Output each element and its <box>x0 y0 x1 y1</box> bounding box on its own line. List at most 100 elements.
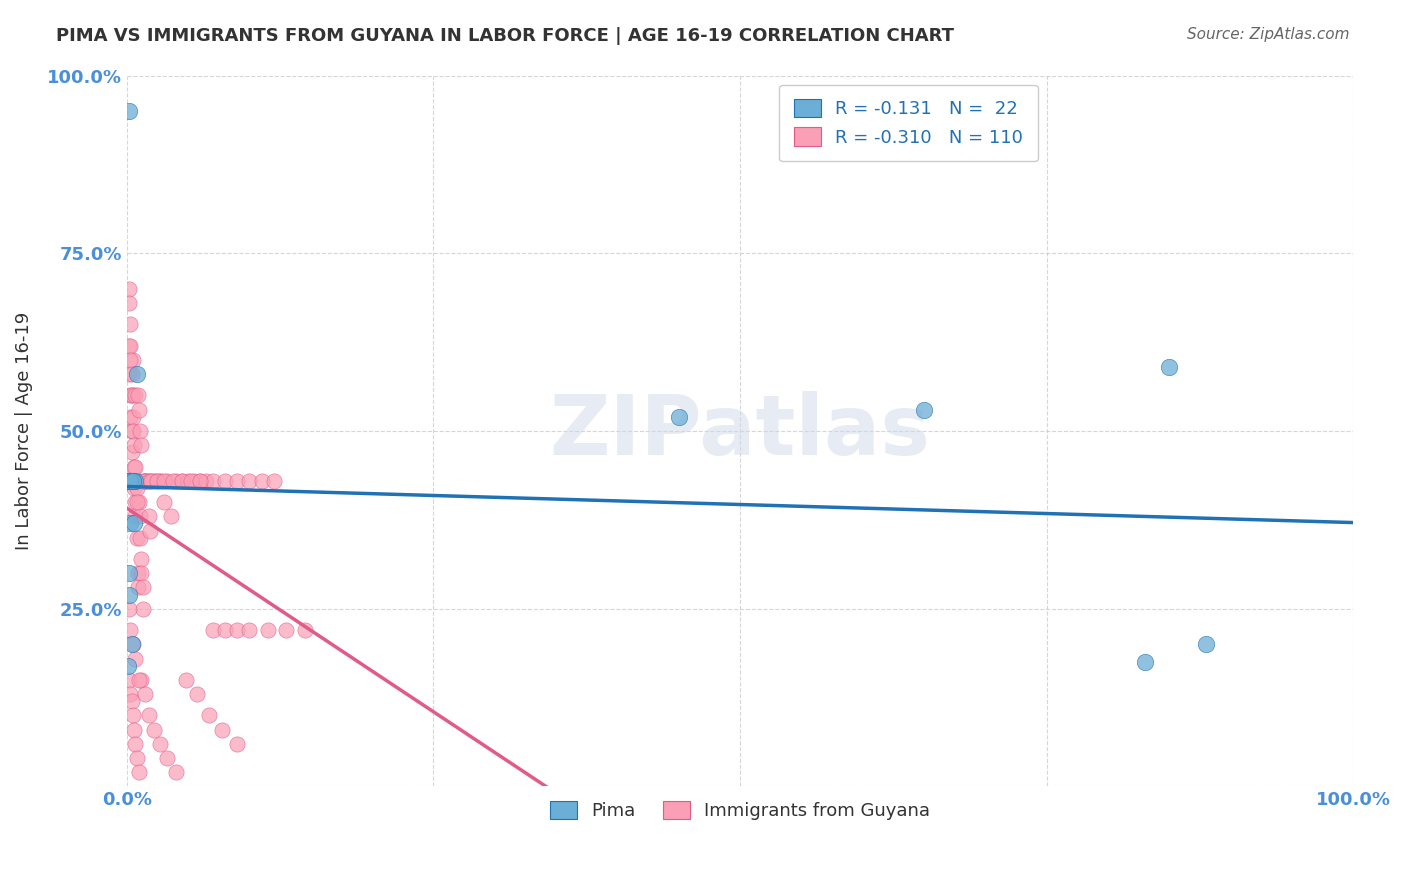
Point <box>145 474 167 488</box>
Point <box>127 388 149 402</box>
Point <box>238 623 260 637</box>
Point <box>122 459 145 474</box>
Point <box>122 388 145 402</box>
Point <box>156 751 179 765</box>
Point <box>135 474 157 488</box>
Point <box>117 658 139 673</box>
Point <box>122 474 145 488</box>
Point <box>165 765 187 780</box>
Point <box>122 723 145 737</box>
Point <box>134 474 156 488</box>
Point <box>128 474 150 488</box>
Point <box>188 474 212 488</box>
Point <box>120 623 142 637</box>
Point <box>912 402 935 417</box>
Point <box>125 367 148 381</box>
Point <box>128 402 150 417</box>
Point <box>120 687 142 701</box>
Point <box>131 581 153 595</box>
Point <box>121 637 143 651</box>
Point <box>128 765 150 780</box>
Point <box>294 623 316 637</box>
Text: Source: ZipAtlas.com: Source: ZipAtlas.com <box>1187 27 1350 42</box>
Point <box>125 481 148 495</box>
Point <box>125 751 148 765</box>
Point <box>118 601 141 615</box>
Point <box>141 474 163 488</box>
Point <box>1159 359 1181 374</box>
Point <box>120 339 142 353</box>
Legend: Pima, Immigrants from Guyana: Pima, Immigrants from Guyana <box>536 786 945 834</box>
Point <box>127 566 149 581</box>
Point <box>118 673 141 687</box>
Point <box>122 409 145 424</box>
Point <box>195 474 218 488</box>
Point <box>160 509 183 524</box>
Point <box>165 474 187 488</box>
Point <box>276 623 298 637</box>
Point <box>152 495 174 509</box>
Point <box>131 474 153 488</box>
Point <box>118 296 141 310</box>
Point <box>122 438 145 452</box>
Point <box>122 481 145 495</box>
Point <box>138 474 160 488</box>
Point <box>226 623 249 637</box>
Point <box>131 566 153 581</box>
Point <box>122 516 145 531</box>
Point <box>201 623 224 637</box>
Point <box>226 737 249 751</box>
Point <box>138 708 160 723</box>
Point <box>129 509 152 524</box>
Point <box>120 388 142 402</box>
Point <box>125 531 148 545</box>
Point <box>152 474 174 488</box>
Point <box>118 566 141 581</box>
Point <box>118 282 141 296</box>
Point <box>120 318 142 332</box>
Point <box>177 474 200 488</box>
Point <box>122 424 145 438</box>
Point <box>142 723 165 737</box>
Point <box>121 694 143 708</box>
Point <box>122 637 145 651</box>
Point <box>118 104 141 119</box>
Point <box>125 474 148 488</box>
Point <box>1195 637 1218 651</box>
Point <box>122 474 145 488</box>
Point <box>250 474 273 488</box>
Point <box>138 509 160 524</box>
Point <box>263 474 285 488</box>
Point <box>188 474 212 488</box>
Point <box>668 409 690 424</box>
Point <box>214 474 236 488</box>
Point <box>180 474 202 488</box>
Point <box>141 474 163 488</box>
Text: PIMA VS IMMIGRANTS FROM GUYANA IN LABOR FORCE | AGE 16-19 CORRELATION CHART: PIMA VS IMMIGRANTS FROM GUYANA IN LABOR … <box>56 27 955 45</box>
Point <box>124 474 146 488</box>
Point <box>186 687 208 701</box>
Point <box>170 474 193 488</box>
Point <box>118 474 141 488</box>
Point <box>129 531 152 545</box>
Point <box>148 474 170 488</box>
Point <box>129 424 152 438</box>
Point <box>127 581 149 595</box>
Point <box>120 516 142 531</box>
Point <box>134 687 156 701</box>
Point <box>238 474 260 488</box>
Point <box>120 474 142 488</box>
Point <box>136 474 159 488</box>
Point <box>120 474 142 488</box>
Point <box>211 723 233 737</box>
Point <box>139 524 162 538</box>
Point <box>120 352 142 367</box>
Point <box>128 673 150 687</box>
Point <box>117 474 139 488</box>
Point <box>256 623 278 637</box>
Point <box>124 495 146 509</box>
Point <box>118 339 141 353</box>
Point <box>124 737 146 751</box>
Point <box>201 474 224 488</box>
Point <box>131 438 153 452</box>
